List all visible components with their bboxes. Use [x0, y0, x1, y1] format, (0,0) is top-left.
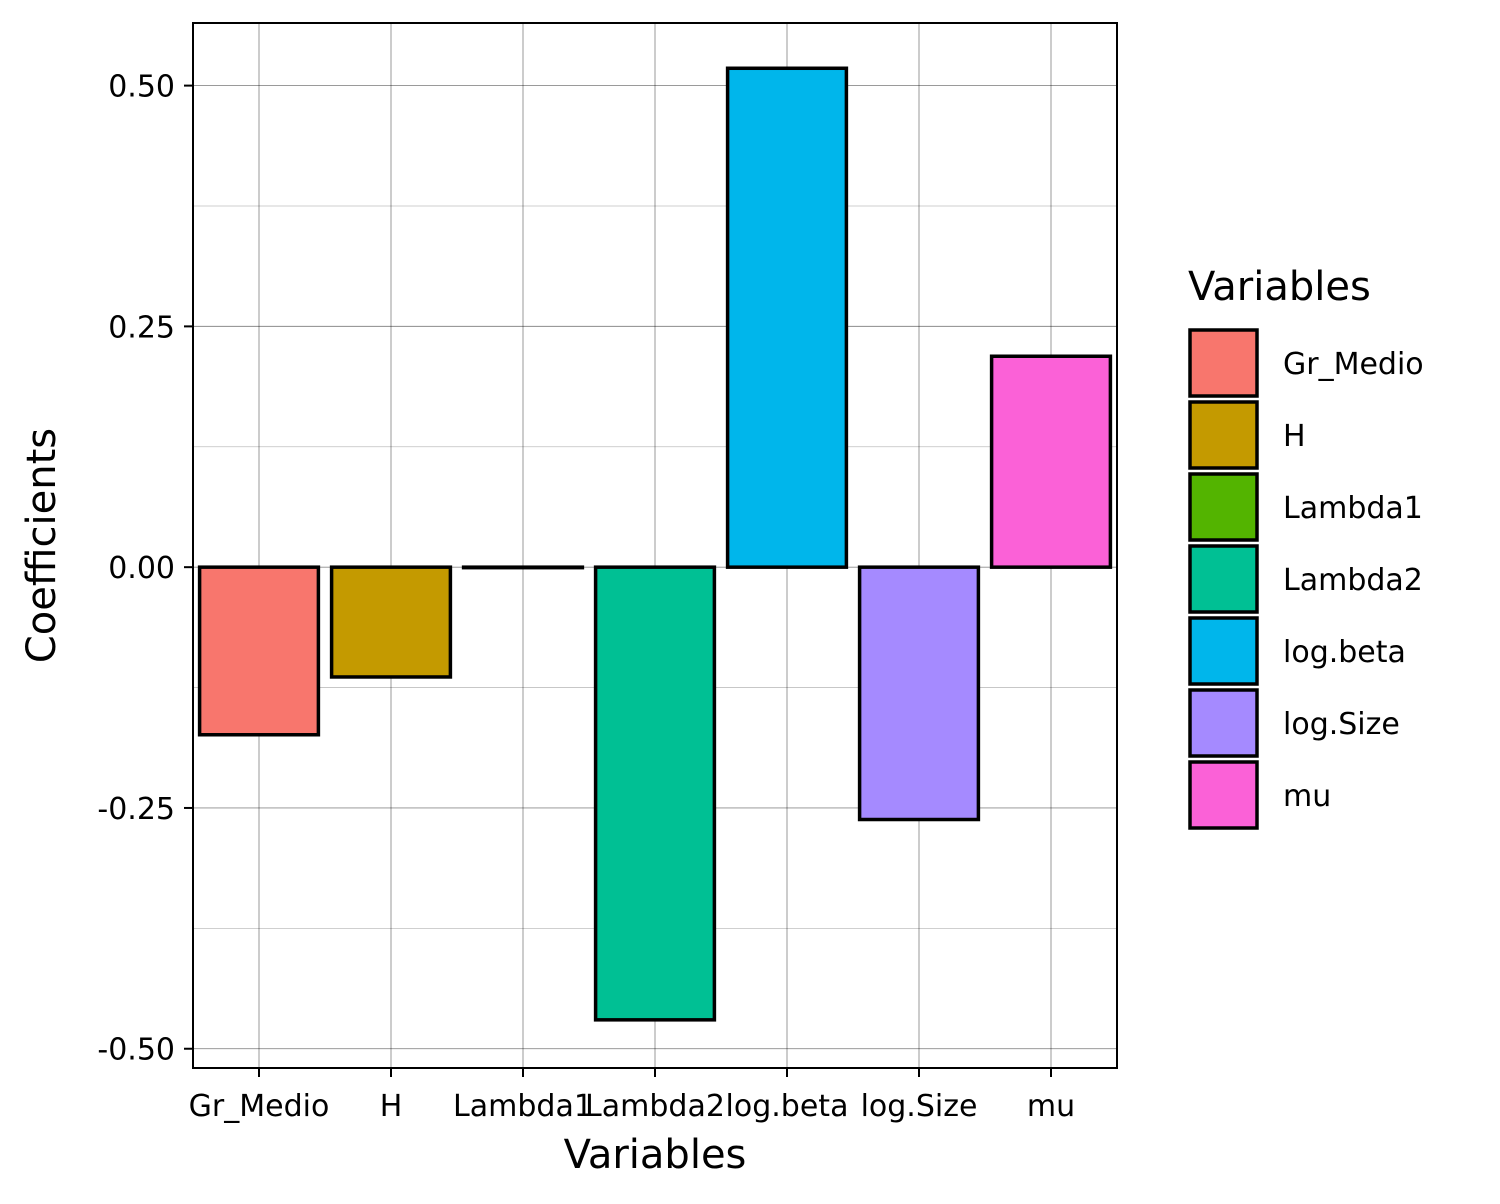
- y-tick-label: 0.00: [108, 551, 175, 586]
- legend-label: H: [1283, 419, 1306, 454]
- bar-Gr_Medio: [197, 565, 321, 737]
- legend-key-Lambda1: [1188, 472, 1259, 542]
- bar-Lambda1: [461, 565, 585, 570]
- x-tick-label: Gr_Medio: [189, 1089, 330, 1124]
- legend-key-Lambda2: [1188, 544, 1259, 614]
- bar-log.beta: [725, 66, 849, 569]
- legend-label: Lambda1: [1283, 491, 1423, 526]
- x-tick-label: mu: [1027, 1089, 1075, 1124]
- bar-H: [329, 565, 453, 679]
- bar-log.Size: [857, 565, 981, 822]
- legend-key-log.Size: [1188, 688, 1259, 758]
- x-tick-label: log.Size: [861, 1089, 978, 1124]
- x-tick-label: log.beta: [726, 1089, 849, 1124]
- legend-label: Lambda2: [1283, 563, 1423, 598]
- bars: [197, 66, 1113, 1022]
- y-axis-title: Coefficients: [19, 428, 65, 663]
- legend-title: Variables: [1188, 264, 1371, 310]
- legend-label: log.beta: [1283, 635, 1406, 670]
- legend-key-mu: [1188, 760, 1259, 830]
- legend: Variables Gr_Medio H Lambda1 Lambda2 log.bet…: [1188, 264, 1424, 830]
- y-tick-label: -0.25: [97, 792, 175, 827]
- legend-key-Gr_Medio: [1188, 328, 1259, 398]
- x-tick-label: Lambda2: [585, 1089, 725, 1124]
- bar-mu: [989, 354, 1113, 569]
- x-tick-label: Lambda1: [453, 1089, 593, 1124]
- legend-key-H: [1188, 400, 1259, 470]
- y-tick-label: -0.50: [97, 1033, 175, 1068]
- legend-label: Gr_Medio: [1283, 347, 1424, 382]
- x-tick-label: H: [380, 1089, 403, 1124]
- y-tick-label: 0.50: [108, 70, 175, 105]
- bar-Lambda2: [593, 565, 717, 1022]
- x-axis-title: Variables: [564, 1132, 747, 1178]
- legend-label: mu: [1283, 779, 1331, 814]
- legend-label: log.Size: [1283, 707, 1400, 742]
- axes: -0.50 -0.25 0.00 0.25 0.50 Gr_Medio H Lambda1La…: [97, 70, 1075, 1124]
- legend-key-log.beta: [1188, 616, 1259, 686]
- y-tick-label: 0.25: [108, 310, 175, 345]
